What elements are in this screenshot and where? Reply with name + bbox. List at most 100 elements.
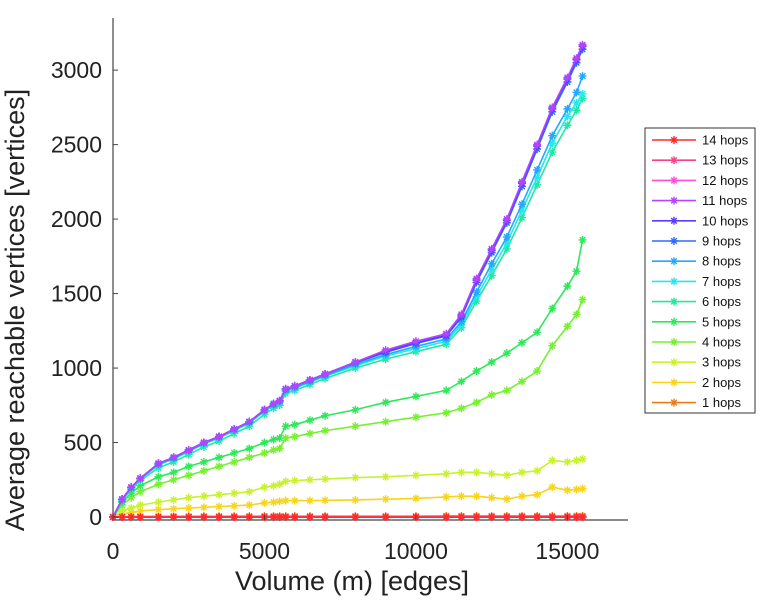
data-point: [472, 297, 481, 306]
data-point: [548, 139, 557, 148]
data-point: [457, 468, 466, 477]
data-point: [215, 453, 224, 462]
data-point: [548, 103, 557, 112]
data-point: [533, 180, 542, 189]
data-point: [517, 492, 526, 501]
legend-marker: [670, 378, 678, 387]
series-4-hops: [109, 295, 587, 522]
data-point: [199, 513, 208, 522]
data-point: [281, 422, 290, 431]
data-point: [184, 445, 193, 454]
legend-item: 6 hops: [652, 294, 742, 309]
data-point: [517, 206, 526, 215]
series-6-hops: [109, 94, 587, 522]
y-tick-label: 1500: [51, 281, 102, 307]
data-point: [184, 462, 193, 471]
legend-label: 6 hops: [702, 294, 742, 309]
axes: [112, 18, 628, 521]
data-point: [154, 498, 163, 507]
data-point: [517, 513, 526, 522]
data-point: [169, 468, 178, 477]
data-point: [118, 495, 127, 504]
data-point: [517, 200, 526, 209]
data-point: [578, 235, 587, 244]
data-point: [457, 317, 466, 326]
legend-marker: [670, 398, 678, 407]
data-point: [281, 477, 290, 486]
data-point: [548, 304, 557, 313]
legend-box: [644, 127, 756, 414]
data-point: [184, 493, 193, 502]
legend-label: 10 hops: [702, 213, 749, 228]
data-point: [199, 438, 208, 447]
legend-marker: [670, 237, 678, 245]
data-point: [184, 504, 193, 513]
legend-item: 3 hops: [652, 355, 742, 370]
data-point: [275, 444, 284, 453]
x-tick-label: 0: [107, 538, 120, 564]
data-point: [215, 502, 224, 511]
data-point: [578, 94, 587, 103]
data-point: [472, 367, 481, 376]
legend-label: 2 hops: [702, 375, 742, 390]
data-point: [472, 274, 481, 283]
data-point: [321, 426, 330, 435]
data-point: [442, 513, 451, 522]
data-point: [533, 328, 542, 337]
data-point: [563, 73, 572, 82]
data-point: [281, 384, 290, 393]
legend: 14 hops 13 hops 12 hops 11 hops 10 hops 9 hop…: [644, 127, 756, 414]
data-point: [572, 54, 581, 63]
data-point: [578, 454, 587, 463]
data-point: [572, 267, 581, 276]
series-line: [112, 239, 584, 518]
data-point: [548, 341, 557, 350]
data-point: [572, 513, 581, 522]
data-point: [572, 456, 581, 465]
data-point: [578, 40, 587, 49]
data-point: [578, 484, 587, 493]
data-point: [127, 504, 136, 513]
data-point: [230, 513, 239, 522]
data-point: [533, 513, 542, 522]
data-point: [321, 513, 330, 522]
data-point: [351, 422, 360, 431]
data-point: [442, 469, 451, 478]
series-3-hops: [109, 454, 587, 522]
data-point: [154, 472, 163, 481]
data-point: [578, 72, 587, 81]
data-point: [502, 471, 511, 480]
legend-item: 11 hops: [652, 193, 748, 208]
data-point: [260, 483, 269, 492]
data-point: [472, 292, 481, 301]
data-point: [290, 513, 299, 522]
data-point: [381, 398, 390, 407]
data-point: [245, 501, 254, 510]
data-point: [305, 416, 314, 425]
series-line: [112, 44, 584, 518]
data-point: [305, 475, 314, 484]
data-point: [533, 173, 542, 182]
legend-item: 9 hops: [652, 234, 742, 249]
series-line: [112, 75, 584, 518]
y-tick-label: 2000: [51, 206, 102, 232]
data-point: [215, 513, 224, 522]
data-point: [199, 457, 208, 466]
data-point: [411, 471, 420, 480]
data-point: [457, 404, 466, 413]
data-point: [199, 503, 208, 512]
data-point: [136, 474, 145, 483]
data-point: [487, 271, 496, 280]
legend-item: 10 hops: [652, 213, 749, 228]
data-point: [572, 88, 581, 97]
data-point: [381, 495, 390, 504]
data-point: [381, 472, 390, 481]
data-point: [457, 513, 466, 522]
data-point: [275, 480, 284, 489]
data-point: [269, 445, 278, 454]
data-point: [411, 494, 420, 503]
data-point: [457, 492, 466, 501]
data-point: [411, 337, 420, 346]
data-point: [533, 367, 542, 376]
